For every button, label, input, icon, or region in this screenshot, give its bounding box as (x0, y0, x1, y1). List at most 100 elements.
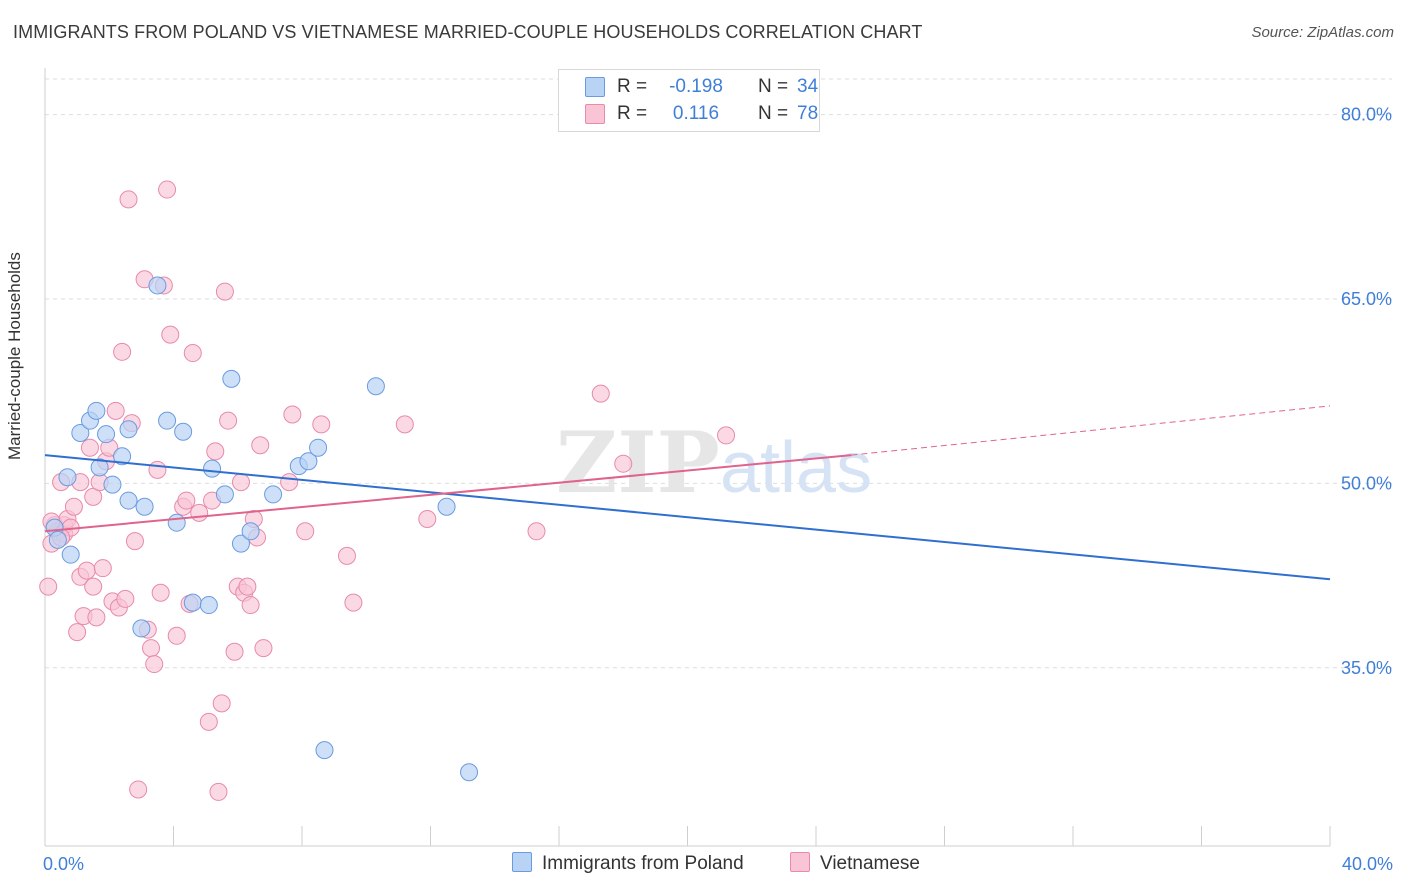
watermark-zip: ZIP (556, 413, 720, 512)
vietnamese-point (142, 639, 161, 658)
vietnamese-point (161, 325, 180, 344)
poland-point (366, 377, 385, 396)
vietnamese-trend-extension (851, 405, 1331, 456)
vietnamese-point (225, 642, 244, 661)
tick-labels: 35.0% 50.0% 65.0% 80.0% 0.0% 40.0% (43, 105, 1393, 874)
poland-point (167, 513, 186, 532)
vietnamese-point (212, 694, 231, 713)
legend-r-value: -0.198 (669, 76, 723, 97)
vietnamese-point (206, 442, 225, 461)
vietnamese-point (68, 623, 87, 642)
poland-point (203, 459, 222, 478)
legend-n-value: 78 (797, 103, 819, 124)
vietnamese-trend-line (44, 454, 852, 533)
vietnamese-point (254, 639, 273, 658)
vietnamese-point (215, 282, 234, 301)
vietnamese-point (167, 626, 186, 645)
vietnamese-point (280, 473, 299, 492)
vietnamese-point (209, 782, 228, 801)
poland-point (87, 401, 106, 420)
poland-point (132, 619, 151, 638)
vietnamese-point (296, 522, 315, 541)
legend-item-vietnamese: Vietnamese (790, 852, 920, 875)
poland-point (90, 458, 109, 477)
vietnamese-point (418, 510, 437, 529)
vietnamese-point (527, 522, 546, 541)
stats-legend: R = -0.198 N = 34 R = 0.116 N = 78 (558, 69, 820, 132)
vietnamese-point (395, 415, 414, 434)
legend-n-label: N = (758, 76, 789, 97)
y-tick-label: 80.0% (1341, 105, 1392, 125)
poland-point (71, 423, 90, 442)
poland-point (183, 593, 202, 612)
poland-point (119, 420, 138, 439)
vietnamese-point (183, 344, 202, 363)
vietnamese-point (717, 426, 736, 445)
x-tick-label: 0.0% (43, 854, 84, 874)
vietnamese-point (64, 497, 83, 516)
vietnamese-point (84, 577, 103, 596)
legend-label-poland: Immigrants from Poland (542, 853, 744, 874)
vietnamese-point (312, 415, 331, 434)
legend-r-label: R = (617, 103, 648, 124)
vietnamese-point (148, 460, 167, 479)
vietnamese-point (344, 593, 363, 612)
poland-trend-line (44, 454, 1331, 581)
poland-point (222, 369, 241, 388)
legend-r-value: 0.116 (672, 103, 720, 124)
poland-point (148, 276, 167, 295)
poland-swatch (512, 852, 532, 872)
vietnamese-point (93, 559, 112, 578)
poland-point (460, 763, 479, 782)
vietnamese-point (116, 589, 135, 608)
vietnamese-point (241, 596, 260, 615)
poland-point (135, 497, 154, 516)
poland-point (174, 422, 193, 441)
vietnamese-point (158, 180, 177, 199)
poland-point (264, 485, 283, 504)
poland-point (241, 522, 260, 541)
vietnamese-point (337, 546, 356, 565)
source-label: Source: ZipAtlas.com (1251, 24, 1394, 41)
vietnamese-point (199, 712, 218, 731)
poland-point (113, 447, 132, 466)
poland-point (215, 485, 234, 504)
poland-point (309, 438, 328, 457)
vietnamese-point (177, 491, 196, 510)
vietnamese-swatch (790, 852, 810, 872)
poland-point (103, 475, 122, 494)
vietnamese-point (190, 503, 209, 522)
vietnamese-point (113, 342, 132, 361)
legend-n-value: 34 (797, 76, 819, 97)
poland-point (58, 468, 77, 487)
chart-title: IMMIGRANTS FROM POLAND VS VIETNAMESE MAR… (13, 22, 923, 42)
poland-point (315, 741, 334, 760)
vietnamese-point (219, 411, 238, 430)
x-tick-label: 40.0% (1342, 854, 1393, 874)
poland-point (158, 411, 177, 430)
vietnamese-point (119, 190, 138, 209)
vietnamese-point (129, 780, 148, 799)
legend-item-poland: Immigrants from Poland (512, 852, 744, 875)
vietnamese-point (125, 532, 144, 551)
poland-point (437, 497, 456, 516)
y-tick-label: 50.0% (1341, 473, 1392, 493)
poland-point (61, 545, 80, 564)
vietnamese-point (77, 561, 96, 580)
y-tick-label: 65.0% (1341, 289, 1392, 309)
vietnamese-point (231, 473, 250, 492)
poland-swatch (585, 77, 605, 97)
legend-n-label: N = (758, 103, 789, 124)
legend-label-vietnamese: Vietnamese (820, 853, 920, 874)
trend-lines (44, 405, 1331, 581)
poland-point (97, 425, 116, 444)
vietnamese-point (39, 577, 58, 596)
poland-point (199, 596, 218, 615)
vietnamese-point (591, 384, 610, 403)
vietnamese-point (87, 608, 106, 627)
axes (44, 68, 1331, 847)
poland-point (48, 530, 67, 549)
watermark-atlas: atlas (720, 428, 872, 508)
vietnamese-point (614, 454, 633, 473)
